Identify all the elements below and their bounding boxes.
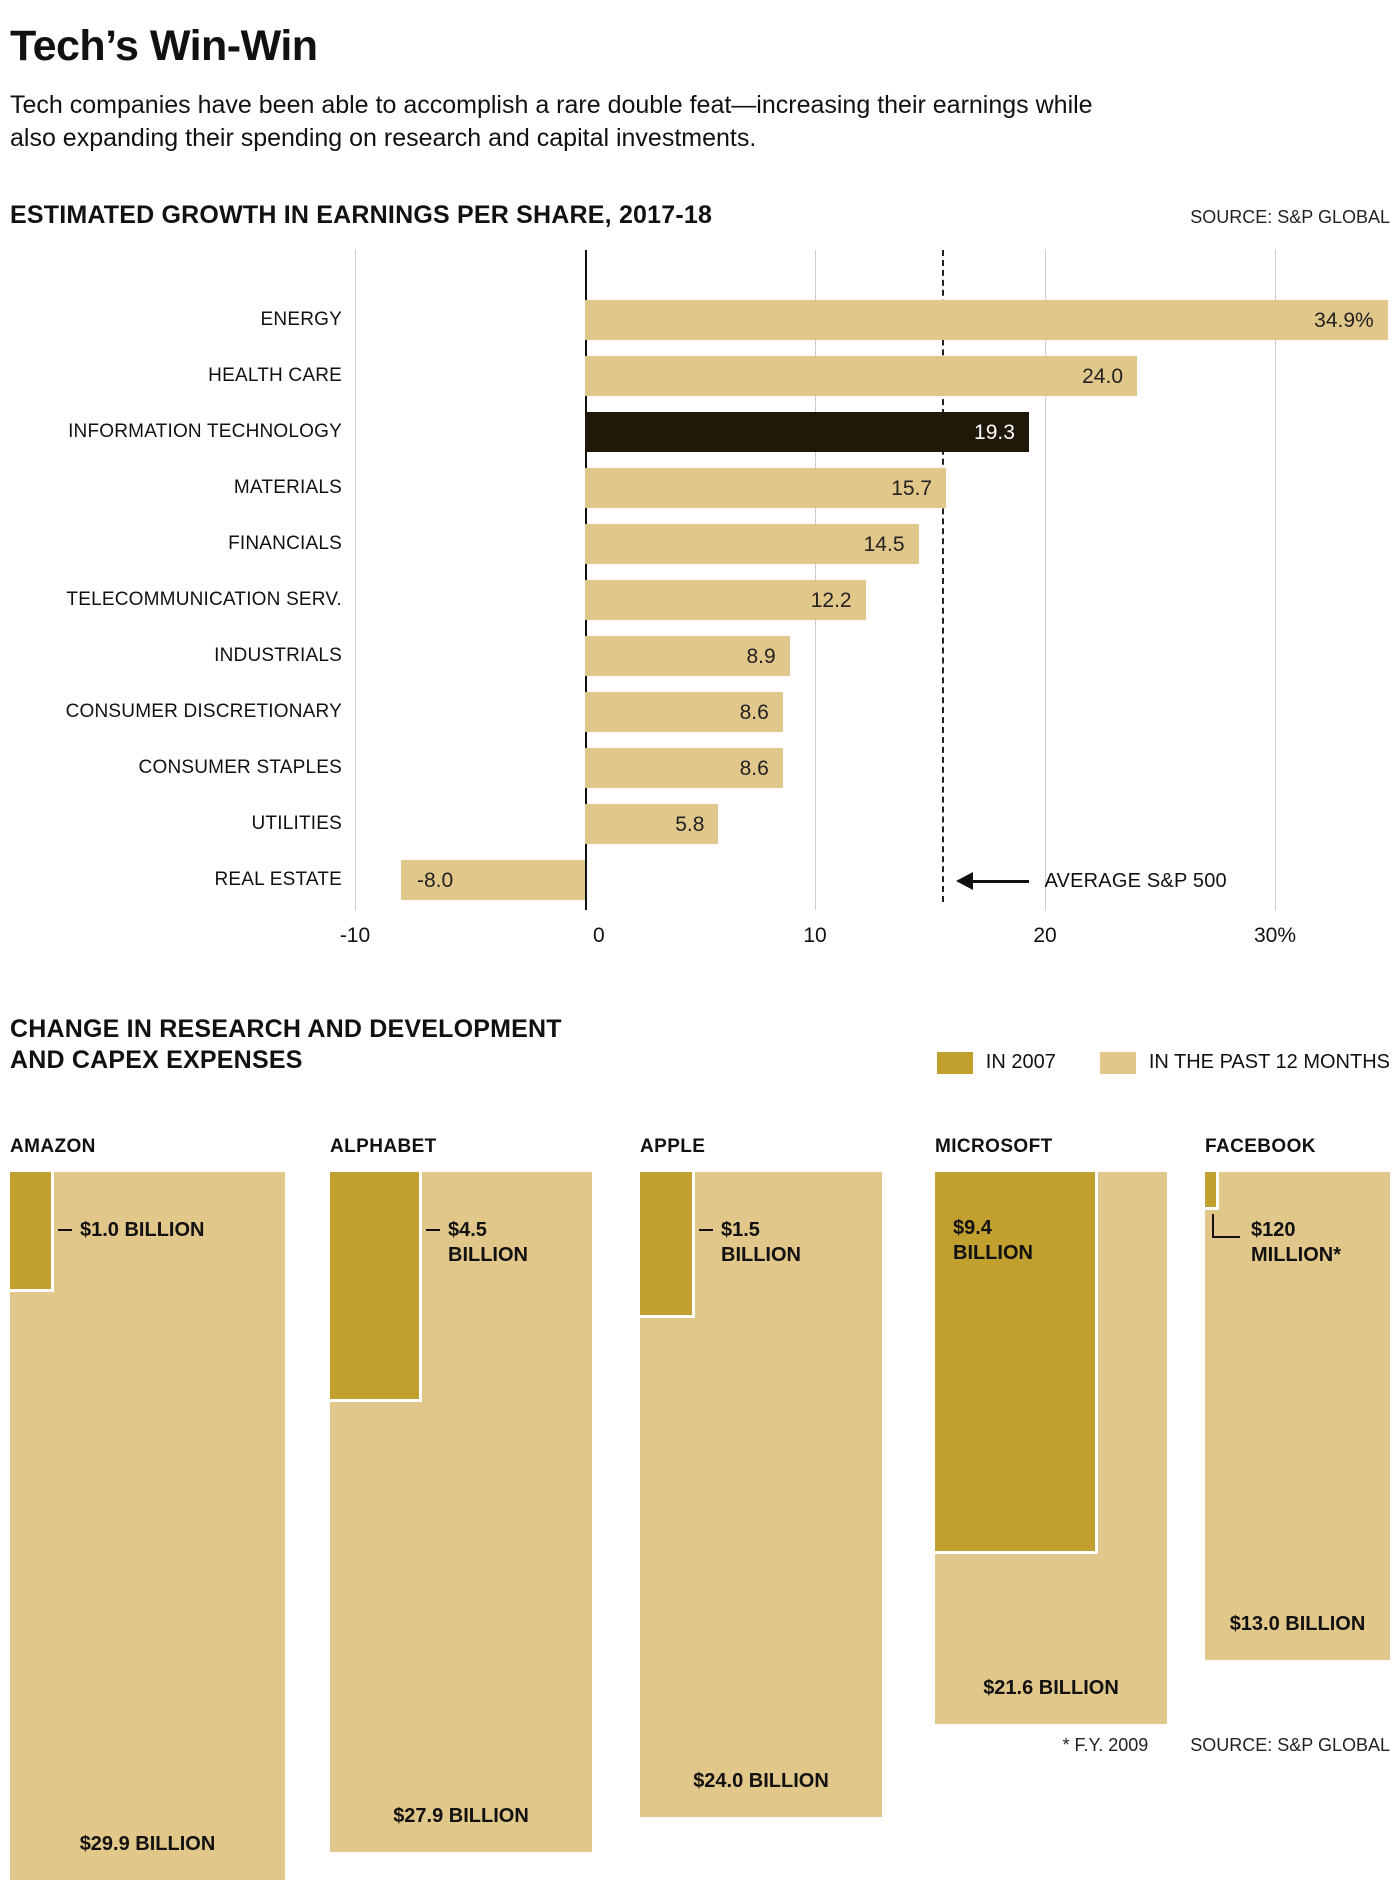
bar-telecommunication-serv	[585, 580, 866, 620]
legend-item-2007: IN 2007	[936, 1051, 1056, 1074]
bar-information-technology	[585, 412, 1029, 452]
bar-energy	[585, 300, 1388, 340]
gridline-20	[1045, 250, 1046, 910]
bar-amazon-2007	[10, 1172, 54, 1292]
value-label-financials: 14.5	[863, 533, 905, 556]
bar-alphabet-2007	[330, 1172, 422, 1402]
category-label-industrials: INDUSTRIALS	[214, 645, 342, 666]
eps-growth-bar-chart: -10 0 10 20 30% ENERGY 34.9% HEALTH CARE 24.0 INF…	[10, 250, 1390, 956]
company-label-apple: APPLE	[640, 1136, 706, 1157]
category-label-telecommunication-serv: TELECOMMUNICATION SERV.	[66, 589, 342, 610]
category-label-materials: MATERIALS	[233, 477, 342, 498]
value-label-information-technology: 19.3	[974, 421, 1015, 444]
label-alphabet-2007: $4.5 BILLION	[448, 1219, 528, 1266]
x-tick-label-30: 30%	[1253, 924, 1297, 947]
bar-apple-2007	[640, 1172, 695, 1318]
gridline--10	[355, 250, 356, 910]
page-subtitle: Tech companies have been able to accompl…	[10, 91, 1093, 152]
value-label-energy: 34.9%	[1314, 309, 1374, 332]
callout-line-apple	[699, 1229, 713, 1231]
average-sp500-label: AVERAGE S&P 500	[1044, 869, 1227, 892]
label-microsoft-2007: $9.4 BILLION	[953, 1217, 1033, 1264]
x-tick-label-10: 10	[803, 924, 827, 947]
page-title: Tech’s Win-Win	[10, 22, 318, 70]
category-label-information-technology: INFORMATION TECHNOLOGY	[68, 421, 342, 442]
footnote: * F.Y. 2009	[1062, 1735, 1149, 1755]
x-tick-label-20: 20	[1033, 924, 1057, 947]
company-label-alphabet: ALPHABET	[330, 1136, 437, 1157]
label-alphabet-past-12-months: $27.9 BILLION	[393, 1805, 529, 1827]
rd-capex-chart: * F.Y. 2009 SOURCE: S&P GLOBAL AMAZON $1.…	[10, 1134, 1390, 1884]
category-label-financials: FINANCIALS	[228, 533, 342, 554]
chart2-header: CHANGE IN RESEARCH AND DEVELOPMENT AND C…	[10, 1014, 1390, 1076]
callout-line-alphabet	[426, 1229, 440, 1231]
label-amazon-2007: $1.0 BILLION	[80, 1219, 205, 1241]
value-label-real-estate: -8.0	[417, 869, 454, 892]
chart2-title-line2: AND CAPEX EXPENSES	[10, 1046, 303, 1074]
callout-elbow-facebook	[1212, 1214, 1240, 1238]
bar-utilities	[585, 804, 719, 844]
company-label-facebook: FACEBOOK	[1205, 1136, 1316, 1157]
average-annotation: AVERAGE S&P 500	[955, 869, 1227, 892]
category-label-consumer-staples: CONSUMER STAPLES	[138, 757, 342, 778]
value-label-utilities: 5.8	[675, 813, 705, 836]
category-label-energy: ENERGY	[260, 309, 342, 330]
label-facebook-past-12-months: $13.0 BILLION	[1229, 1613, 1366, 1635]
average-sp500-line	[941, 250, 944, 902]
chart2-title-line1: CHANGE IN RESEARCH AND DEVELOPMENT	[10, 1015, 562, 1043]
value-label-consumer-staples: 8.6	[739, 757, 769, 780]
company-label-microsoft: MICROSOFT	[935, 1136, 1053, 1157]
chart2-source: SOURCE: S&P GLOBAL	[1190, 1735, 1390, 1755]
bar-health-care	[585, 356, 1137, 396]
label-amazon-past-12-months: $29.9 BILLION	[79, 1833, 216, 1855]
gridline-30	[1275, 250, 1276, 910]
label-apple-2007: $1.5 BILLION	[721, 1219, 801, 1266]
bar-financials	[585, 524, 919, 564]
label-apple-past-12-months: $24.0 BILLION	[693, 1770, 829, 1792]
legend-swatch-past-12-months	[1099, 1051, 1136, 1074]
bar-amazon-past-12-months: $1.0 BILLION $29.9 BILLION	[10, 1172, 285, 1880]
legend-item-past-12-months: IN THE PAST 12 MONTHS	[1099, 1051, 1390, 1074]
callout-line-amazon	[58, 1229, 72, 1231]
bar-microsoft-past-12-months: $9.4 BILLION $21.6 BILLION	[935, 1172, 1167, 1724]
chart2-footnote-row: * F.Y. 2009 SOURCE: S&P GLOBAL	[1063, 1735, 1391, 1756]
bar-alphabet-past-12-months: $4.5 BILLION $27.9 BILLION	[330, 1172, 592, 1852]
label-facebook-2007: $120 MILLION*	[1251, 1219, 1341, 1266]
category-label-real-estate: REAL ESTATE	[214, 869, 342, 890]
bar-consumer-staples	[585, 748, 783, 788]
value-label-materials: 15.7	[891, 477, 933, 500]
arrow-left-icon	[955, 872, 973, 890]
legend: IN 2007 IN THE PAST 12 MONTHS	[936, 1051, 1390, 1076]
bar-apple-past-12-months: $1.5 BILLION $24.0 BILLION	[640, 1172, 882, 1817]
chart1-header: ESTIMATED GROWTH IN EARNINGS PER SHARE, …	[10, 201, 1390, 230]
value-label-telecommunication-serv: 12.2	[810, 589, 852, 612]
bar-facebook-2007	[1205, 1172, 1219, 1210]
legend-label-2007: IN 2007	[985, 1051, 1056, 1073]
bar-industrials	[585, 636, 790, 676]
bar-microsoft-2007	[935, 1172, 1098, 1554]
legend-swatch-2007	[936, 1051, 973, 1074]
x-tick-label--10: -10	[339, 924, 371, 947]
legend-label-past-12-months: IN THE PAST 12 MONTHS	[1148, 1051, 1390, 1073]
arrow-tail	[972, 879, 1029, 883]
bar-materials	[585, 468, 947, 508]
value-label-consumer-discretionary: 8.6	[739, 701, 769, 724]
chart2-title: CHANGE IN RESEARCH AND DEVELOPMENT AND C…	[10, 1014, 562, 1076]
value-label-industrials: 8.9	[746, 645, 776, 668]
chart1-title: ESTIMATED GROWTH IN EARNINGS PER SHARE, …	[10, 201, 713, 229]
category-label-utilities: UTILITIES	[251, 813, 342, 834]
category-label-health-care: HEALTH CARE	[208, 365, 342, 386]
category-label-consumer-discretionary: CONSUMER DISCRETIONARY	[65, 701, 342, 722]
value-label-health-care: 24.0	[1082, 365, 1123, 388]
company-label-amazon: AMAZON	[10, 1136, 96, 1157]
bar-facebook-past-12-months: $120 MILLION* $13.0 BILLION	[1205, 1172, 1390, 1660]
bar-real-estate	[401, 860, 585, 900]
chart1-source: SOURCE: S&P GLOBAL	[1190, 207, 1390, 227]
label-microsoft-past-12-months: $21.6 BILLION	[983, 1677, 1119, 1699]
bar-consumer-discretionary	[585, 692, 783, 732]
x-tick-label-0: 0	[593, 924, 605, 947]
